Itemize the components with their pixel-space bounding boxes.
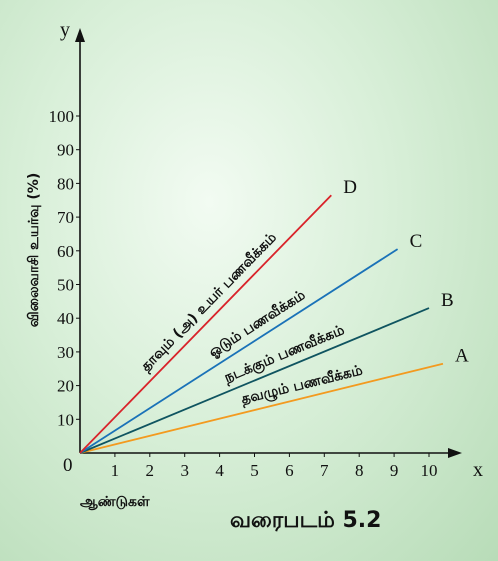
series-letter-c: C [410,231,423,252]
y-tick-label: 100 [49,107,75,126]
y-tick-label: 50 [57,276,74,295]
y-tick-label: 40 [57,309,74,328]
figure-caption: வரைபடம் 5.2 [230,508,382,533]
axes: y x 0 விலைவாசி உயர்வு (%) [26,19,483,481]
series-lines [79,194,444,454]
x-tick-label: 5 [250,461,259,480]
x-axis-arrow [448,448,462,458]
y-tick-label: 80 [57,174,74,193]
x-tick-label: 6 [285,461,294,480]
x-axis-title: ஆண்டுகள் [80,494,150,510]
series-line-a [79,362,444,454]
x-tick-label: 10 [421,461,438,480]
y-tick-label: 70 [57,208,74,227]
y-tick-label: 60 [57,242,74,261]
x-axis-letter: x [473,459,483,481]
series-letter-d: D [343,177,357,198]
tick-labels: 10 20 30 40 50 60 70 80 90 100 1 2 3 4 5 6 7 8 9 10 [49,107,438,480]
x-tick-label: 8 [355,461,364,480]
series-letter-b: B [441,290,454,311]
y-axis-title: விலைவாசி உயர்வு (%) [26,173,42,327]
y-tick-label: 10 [57,410,74,429]
y-axis-letter: y [60,19,70,41]
y-tick-label: 90 [57,141,74,160]
y-tick-label: 20 [57,377,74,396]
x-tick-label: 2 [146,461,155,480]
series-line-b [79,307,430,454]
y-axis-arrow [75,28,85,42]
x-tick-label: 1 [111,461,120,480]
series-line-c [79,248,399,454]
series-line-d [79,194,332,454]
x-tick-label: 9 [390,461,399,480]
x-tick-label: 4 [215,461,224,480]
y-tick-label: 30 [57,343,74,362]
x-tick-label: 3 [180,461,189,480]
x-tick-label: 7 [320,461,329,480]
series-letter-a: A [455,346,469,367]
origin-label: 0 [63,455,73,476]
